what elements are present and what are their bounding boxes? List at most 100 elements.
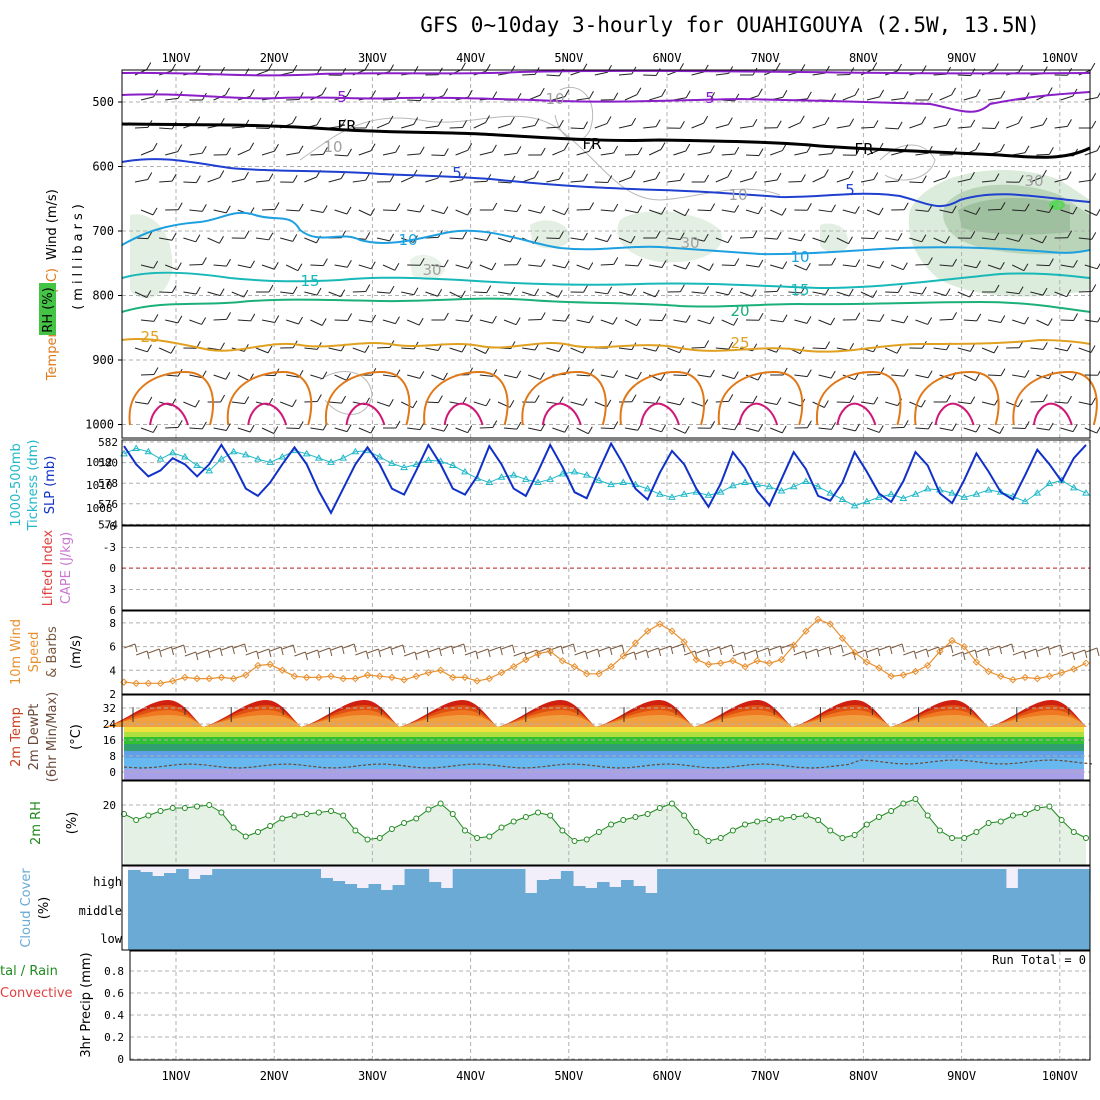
wind10-barb-flag bbox=[828, 646, 832, 656]
wind-barb bbox=[473, 291, 487, 294]
wind-barb-flag bbox=[630, 170, 636, 178]
stability-panel: -6 -3 0 3 6 bbox=[103, 520, 1091, 617]
wind10-marker bbox=[339, 674, 347, 683]
wind-barb bbox=[1078, 347, 1092, 353]
precip-tick-label: 0.4 bbox=[104, 1009, 124, 1022]
wind-barb bbox=[401, 347, 415, 350]
wind-barb bbox=[939, 264, 953, 267]
wind-barb-flag bbox=[558, 119, 564, 128]
rh2m-marker bbox=[388, 826, 395, 832]
wind-barb-flag bbox=[564, 89, 570, 97]
wind10-barb bbox=[1049, 644, 1061, 650]
wind-barb bbox=[691, 291, 705, 294]
wind-barb-flag bbox=[588, 144, 594, 152]
pressure-tick-label: 900 bbox=[92, 353, 114, 367]
wind10-marker bbox=[436, 666, 445, 674]
thickness-marker bbox=[741, 478, 749, 485]
wind-barb-flag bbox=[341, 395, 346, 404]
wind10-marker bbox=[863, 658, 871, 666]
temp-contour bbox=[121, 158, 1091, 208]
wind-barb bbox=[407, 427, 421, 431]
wind-barb bbox=[715, 176, 728, 183]
wind-barb-flag bbox=[225, 371, 231, 380]
wind-barb bbox=[812, 291, 826, 295]
wind10-barb-flag bbox=[231, 645, 235, 655]
wind10-barb-flag bbox=[913, 650, 917, 660]
cloud-high-bar bbox=[765, 869, 778, 893]
cloud-high-bar bbox=[272, 869, 285, 893]
wind-barb bbox=[860, 291, 873, 298]
wind-barb bbox=[286, 209, 300, 212]
cloud-high-bar bbox=[224, 869, 237, 893]
wind-barb-flag bbox=[920, 399, 926, 408]
temp-35-contour bbox=[738, 402, 779, 426]
wind10-barb bbox=[330, 645, 343, 651]
wind-barb bbox=[570, 401, 584, 406]
wind-barb-flag bbox=[364, 62, 370, 71]
temp-30-lobes bbox=[128, 370, 1098, 426]
cloud-high-bar bbox=[260, 869, 273, 893]
cloud-axis-label: Cloud Cover bbox=[19, 868, 34, 948]
wind-barb-flag bbox=[485, 398, 491, 407]
thickness-marker bbox=[582, 471, 591, 478]
wind-barb-flag bbox=[341, 119, 346, 127]
temp2m-panel: 32 24 16 8 0 bbox=[103, 694, 1093, 781]
wind10-barb-flag bbox=[986, 647, 990, 657]
wind-barb-flag bbox=[727, 235, 733, 243]
rh-color-swatch bbox=[39, 283, 56, 335]
wind-barb-flag bbox=[147, 172, 153, 180]
cloud-high-bar bbox=[681, 869, 694, 893]
stability-frame bbox=[121, 525, 1091, 611]
wind-barb bbox=[1036, 153, 1050, 156]
wind-barb bbox=[649, 264, 663, 268]
wind-barb-flag bbox=[461, 344, 467, 353]
wind10-marker bbox=[729, 657, 737, 665]
wind-barb bbox=[376, 122, 390, 129]
wind10-marker bbox=[570, 663, 579, 671]
wind10-barb bbox=[123, 643, 136, 649]
temp-35-contour bbox=[149, 402, 189, 426]
wind-barb-flag bbox=[655, 396, 661, 404]
wind-barb bbox=[939, 94, 952, 101]
wind-barb-flag bbox=[146, 290, 152, 298]
wind-barb bbox=[649, 95, 662, 101]
rh2m-marker bbox=[583, 836, 590, 843]
wind10-barb bbox=[489, 646, 501, 652]
wind-barb-flag bbox=[419, 371, 425, 379]
wind-barb bbox=[183, 291, 197, 295]
wind-barb-flag bbox=[757, 88, 763, 97]
wind-barb bbox=[189, 427, 203, 430]
wind-barb-flag bbox=[921, 65, 927, 73]
wind-barb-flag bbox=[486, 174, 492, 182]
wind-barb-flag bbox=[994, 173, 1000, 181]
wind-barb bbox=[455, 209, 468, 216]
rh2m-marker bbox=[364, 836, 371, 843]
wind-barb-flag bbox=[613, 421, 619, 429]
wind-barb bbox=[431, 264, 445, 268]
wind-barb bbox=[721, 153, 735, 156]
rh-shade-region bbox=[1049, 200, 1065, 210]
wind-barb bbox=[594, 71, 608, 76]
wind-barb-flag bbox=[776, 397, 782, 405]
wind-barb bbox=[159, 180, 173, 183]
wind-barb bbox=[673, 427, 686, 434]
wind-barb-flag bbox=[999, 426, 1005, 434]
wind10-barb-flag bbox=[1011, 643, 1015, 653]
wind10-barb bbox=[379, 646, 391, 652]
wind10-barb-flag bbox=[804, 650, 808, 660]
cloud-high-bar bbox=[452, 869, 466, 893]
rh2m-marker bbox=[425, 806, 432, 813]
cloud-bars bbox=[128, 869, 1091, 950]
thickness-marker bbox=[302, 449, 311, 457]
temp-30-contour bbox=[914, 370, 1000, 426]
wind-barb bbox=[576, 427, 589, 435]
cloud-high-bar bbox=[200, 875, 213, 893]
wind10-barb bbox=[160, 646, 172, 652]
wind-barb-flag bbox=[460, 290, 466, 298]
cloud-high-bar bbox=[380, 890, 394, 893]
wind-barb-flag bbox=[1067, 230, 1073, 239]
temp2m-tick-label: 32 bbox=[103, 702, 116, 715]
wind-barb bbox=[183, 181, 197, 184]
wind-barb-flag bbox=[177, 144, 183, 152]
cloud-high-bar bbox=[909, 869, 923, 893]
